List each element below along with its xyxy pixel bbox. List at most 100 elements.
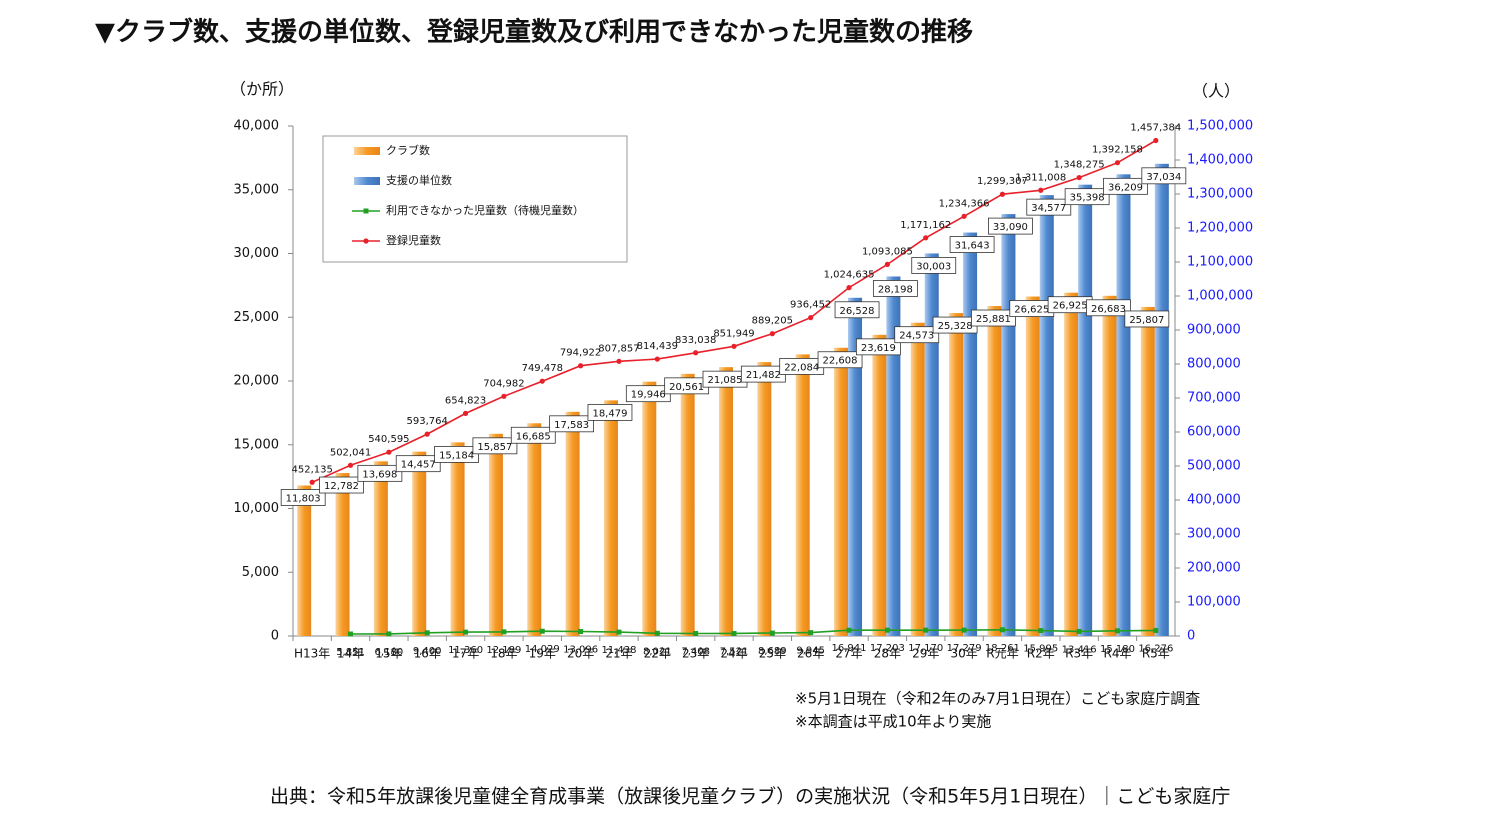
data-label: 11,360 <box>448 645 483 656</box>
data-label: 16,941 <box>832 643 867 654</box>
data-label: 25,807 <box>1129 315 1164 326</box>
chart-title: ▼クラブ数、支援の単位数、登録児童数及び利用できなかった児童数の推移 <box>95 17 973 48</box>
data-label: 13,698 <box>362 469 397 480</box>
point <box>1153 627 1159 633</box>
label-box <box>855 338 901 356</box>
y2-tick-label: 800,000 <box>1187 357 1241 372</box>
data-label: 807,857 <box>598 343 639 354</box>
data-label: 15,995 <box>1023 644 1058 655</box>
bar <box>412 451 427 636</box>
label-box <box>549 415 595 433</box>
label-box <box>949 236 995 253</box>
y-tick-label: 35,000 <box>234 182 280 197</box>
point <box>731 630 737 636</box>
data-label: 749,478 <box>522 363 563 374</box>
data-label-group: 23,619 <box>855 338 901 356</box>
data-label: 6,180 <box>375 647 404 658</box>
y2-axis-label: （人） <box>1192 82 1240 101</box>
data-label-group: 22,084 <box>779 358 825 375</box>
label-box <box>911 257 957 274</box>
x-tick-label: 24年 <box>720 647 747 661</box>
point <box>462 410 469 416</box>
data-label: 34,577 <box>1031 203 1066 214</box>
y2-tick-label: 600,000 <box>1187 425 1241 440</box>
y2-tick-label: 300,000 <box>1187 527 1241 542</box>
legend-marker <box>363 208 369 214</box>
data-label: 31,643 <box>955 241 990 252</box>
bar <box>527 423 542 636</box>
y-axis-label: （か所） <box>230 80 294 99</box>
point <box>348 631 354 637</box>
y-tick-label: 20,000 <box>234 374 280 389</box>
x-tick-label: 22年 <box>644 647 671 661</box>
point <box>424 431 430 437</box>
label-box <box>434 446 479 463</box>
data-label: 18,261 <box>985 643 1020 654</box>
x-tick-label: 20年 <box>567 647 594 661</box>
data-label-group: 14,457 <box>395 455 441 473</box>
y2-tick-label: 0 <box>1187 629 1195 644</box>
y2-tick-label: 200,000 <box>1187 561 1241 576</box>
data-label: 12,189 <box>486 645 521 656</box>
point <box>999 191 1006 197</box>
data-label: 20,561 <box>669 382 704 393</box>
bar <box>910 322 925 636</box>
data-label-group: 34,577 <box>1026 198 1072 216</box>
x-tick-label: 16年 <box>414 647 441 661</box>
bar <box>1102 295 1117 636</box>
data-label-group: 16,685 <box>510 426 556 444</box>
label-box <box>472 437 518 455</box>
data-label: 15,180 <box>1100 644 1135 655</box>
point <box>1114 160 1121 166</box>
data-label: 30,003 <box>916 261 951 272</box>
data-label: 11,438 <box>601 645 636 656</box>
data-label: 1,024,635 <box>824 270 875 281</box>
point <box>539 378 545 384</box>
point <box>769 331 775 337</box>
bar <box>795 354 810 636</box>
label-box <box>1141 167 1187 185</box>
y-tick-label: 0 <box>271 629 279 644</box>
data-label: 9,400 <box>413 646 442 657</box>
point <box>309 479 315 485</box>
data-label: 14,457 <box>401 460 436 471</box>
data-label: 25,881 <box>976 314 1011 325</box>
label-box <box>587 403 633 421</box>
legend-label: 支援の単位数 <box>386 173 452 187</box>
point <box>616 358 622 364</box>
data-label-group: 25,881 <box>971 309 1016 327</box>
data-label: 15,857 <box>477 442 512 453</box>
data-label-group: 33,090 <box>988 217 1033 235</box>
y-tick-label: 10,000 <box>234 501 280 516</box>
data-label: 7,521 <box>720 646 749 657</box>
y2-tick-label: 1,000,000 <box>1187 289 1253 304</box>
x-tick-label: 19年 <box>529 647 556 661</box>
point <box>654 356 660 362</box>
bar <box>297 485 312 636</box>
point <box>961 213 967 219</box>
data-label-group: 22,608 <box>817 351 863 369</box>
data-label: 8,021 <box>643 646 672 657</box>
bar <box>1001 214 1016 637</box>
data-label-group: 21,482 <box>740 365 786 383</box>
bar <box>1025 296 1040 636</box>
point <box>884 627 890 633</box>
y2-tick-label: 1,500,000 <box>1187 119 1253 134</box>
bar <box>757 362 772 636</box>
data-label: 540,595 <box>368 434 409 445</box>
x-tick-label: 28年 <box>874 647 901 661</box>
bar <box>373 461 388 636</box>
y2-tick-label: 900,000 <box>1187 323 1241 338</box>
y2-tick-label: 100,000 <box>1187 595 1241 610</box>
bar <box>872 334 887 636</box>
data-label: 1,234,366 <box>939 198 990 209</box>
bar <box>1039 195 1054 636</box>
bar <box>1154 163 1169 636</box>
data-label: 16,276 <box>1138 643 1173 654</box>
data-label: 13,416 <box>1062 644 1097 655</box>
data-label: 654,823 <box>445 395 486 406</box>
data-label: 22,608 <box>823 356 858 367</box>
note: ※5月1日現在（令和2年のみ7月1日現在）こども家庭庁調査 <box>795 690 1200 708</box>
point <box>424 630 430 636</box>
